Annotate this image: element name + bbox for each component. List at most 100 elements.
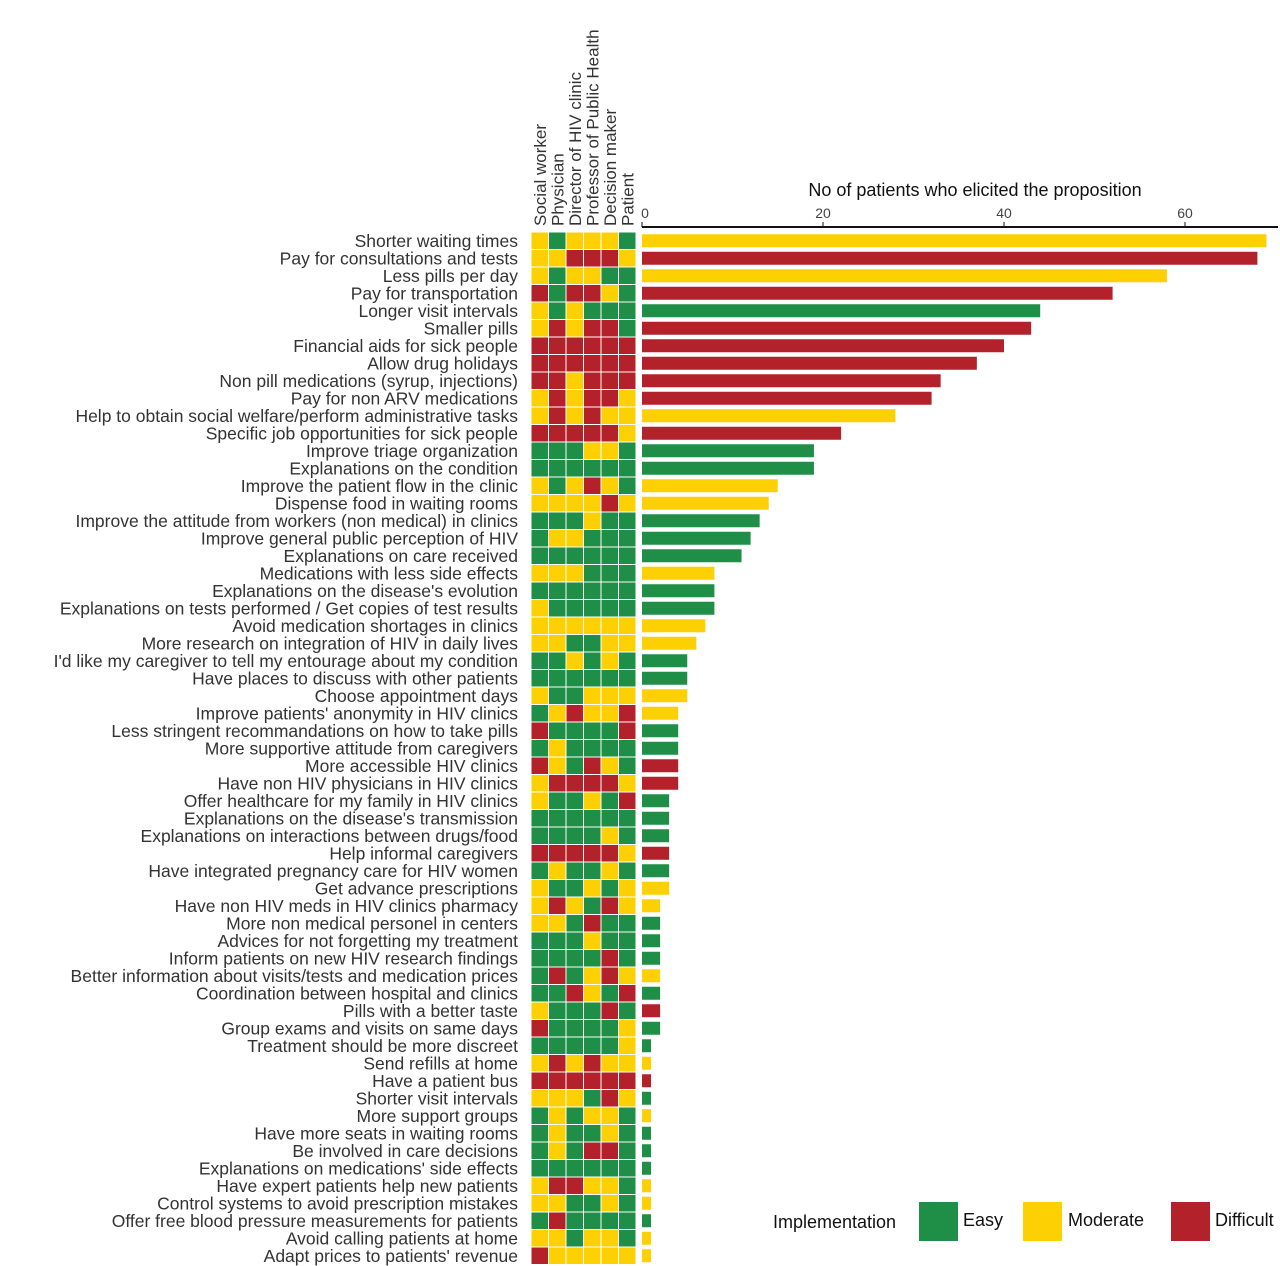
rating-cell: [548, 231, 567, 250]
rating-cell: [548, 861, 567, 880]
rating-cell: [565, 774, 584, 793]
rating-cell: [583, 529, 602, 548]
rating-cell: [565, 844, 584, 863]
rating-cell: [583, 669, 602, 688]
role-heatmap: [530, 231, 637, 1265]
rating-cell: [600, 249, 619, 268]
proposition-label: Improve the attitude from workers (non m…: [75, 511, 518, 531]
rating-cell: [530, 319, 549, 338]
rating-cell: [548, 284, 567, 303]
rating-cell: [583, 1019, 602, 1038]
rating-cell: [600, 581, 619, 600]
rating-cell: [600, 564, 619, 583]
rating-cell: [583, 301, 602, 320]
rating-cell: [583, 1176, 602, 1195]
rating-cell: [565, 1141, 584, 1160]
proposition-bar: [642, 1021, 661, 1035]
proposition-bar: [642, 1091, 652, 1105]
proposition-bar: [642, 321, 1032, 335]
rating-cell: [548, 1141, 567, 1160]
rating-cell: [548, 966, 567, 985]
rating-cell: [548, 319, 567, 338]
rating-cell: [583, 984, 602, 1003]
rating-cell: [600, 1176, 619, 1195]
rating-cell: [600, 896, 619, 915]
rating-cell: [548, 1176, 567, 1195]
rating-cell: [618, 406, 637, 425]
rating-cell: [600, 686, 619, 705]
proposition-bar: [642, 1109, 652, 1123]
rating-cell: [618, 984, 637, 1003]
rating-cell: [618, 424, 637, 443]
rating-cell: [583, 914, 602, 933]
rating-cell: [548, 686, 567, 705]
rating-cell: [600, 861, 619, 880]
rating-cell: [618, 1229, 637, 1248]
proposition-label: Offer free blood pressure measurements f…: [112, 1211, 519, 1231]
rating-cell: [565, 1106, 584, 1125]
rating-cell: [583, 634, 602, 653]
rating-cell: [618, 931, 637, 950]
proposition-bar: [642, 636, 697, 650]
rating-cell: [548, 1211, 567, 1230]
rating-cell: [530, 476, 549, 495]
rating-cell: [583, 861, 602, 880]
proposition-label: Have expert patients help new patients: [216, 1176, 518, 1196]
proposition-bar: [642, 286, 1113, 300]
rating-cell: [583, 424, 602, 443]
rating-cell: [530, 896, 549, 915]
rating-cell: [530, 581, 549, 600]
rating-cell: [583, 371, 602, 390]
rating-cell: [600, 791, 619, 810]
rating-cell: [548, 896, 567, 915]
proposition-label: Improve patients' anonymity in HIV clini…: [196, 703, 519, 723]
rating-cell: [618, 914, 637, 933]
proposition-label: Help informal caregivers: [329, 843, 518, 863]
proposition-bar: [642, 584, 715, 598]
rating-cell: [548, 931, 567, 950]
rating-cell: [600, 231, 619, 250]
rating-cell: [583, 354, 602, 373]
rating-cell: [600, 756, 619, 775]
proposition-bar: [642, 724, 679, 738]
rating-cell: [618, 511, 637, 530]
rating-cell: [583, 704, 602, 723]
rating-cell: [548, 1106, 567, 1125]
proposition-bar: [642, 969, 661, 983]
rating-cell: [565, 249, 584, 268]
proposition-label: Allow drug holidays: [367, 353, 518, 373]
rating-cell: [548, 599, 567, 618]
rating-cell: [530, 1019, 549, 1038]
proposition-label: Explanations on the disease's evolution: [212, 581, 518, 601]
rating-cell: [565, 809, 584, 828]
rating-cell: [548, 1001, 567, 1020]
rating-cell: [583, 966, 602, 985]
rating-cell: [583, 721, 602, 740]
proposition-label: Advices for not forgetting my treatment: [217, 931, 518, 951]
rating-cell: [618, 1194, 637, 1213]
proposition-bar: [642, 864, 670, 878]
rating-cell: [618, 1019, 637, 1038]
rating-cell: [548, 354, 567, 373]
rating-cell: [530, 1071, 549, 1090]
legend-label: Easy: [963, 1210, 1003, 1230]
proposition-label: Get advance prescriptions: [315, 878, 519, 898]
rating-cell: [548, 809, 567, 828]
rating-cell: [530, 1159, 549, 1178]
proposition-bar: [642, 479, 778, 493]
rating-cell: [600, 406, 619, 425]
rating-cell: [548, 651, 567, 670]
rating-cell: [548, 791, 567, 810]
proposition-label: Explanations on interactions between dru…: [141, 826, 518, 846]
rating-cell: [565, 1001, 584, 1020]
proposition-bar: [642, 356, 977, 370]
rating-cell: [548, 984, 567, 1003]
rating-cell: [583, 826, 602, 845]
proposition-bar: [642, 776, 679, 790]
rating-cell: [618, 389, 637, 408]
proposition-label: Explanations on tests performed / Get co…: [60, 598, 518, 618]
rating-cell: [583, 1246, 602, 1265]
rating-cell: [548, 266, 567, 285]
rating-cell: [600, 844, 619, 863]
